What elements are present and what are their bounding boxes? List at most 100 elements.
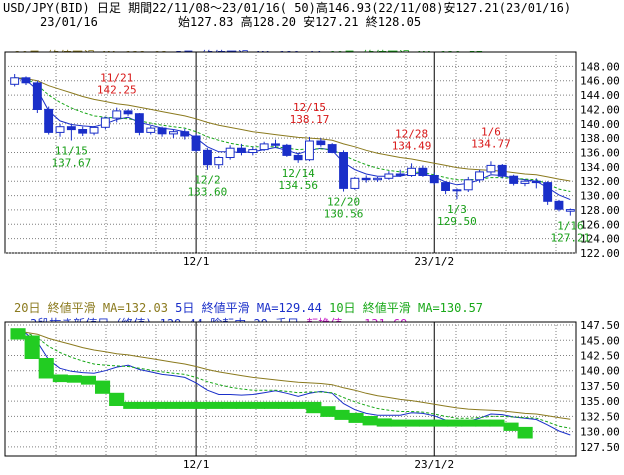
candle [565, 208, 575, 216]
header-title: USD/JPY(BID) 日足 期間22/11/08～23/01/16( 50)… [3, 1, 572, 15]
candle [134, 113, 144, 136]
candle-body [497, 164, 507, 177]
candle [180, 128, 190, 140]
pnf-block [334, 409, 350, 420]
top-y-tick-label: 144.00 [580, 89, 620, 102]
pnf-block [193, 401, 209, 409]
candle-body [475, 171, 485, 181]
pnf-block [264, 401, 280, 409]
annotation-value: 138.17 [290, 113, 330, 126]
pnf-block [109, 392, 125, 406]
legend-bottom-ma10: 10日 終値平滑 MA=130.57 [329, 301, 484, 315]
candle-body [191, 135, 201, 151]
bottom-plot-frame [4, 321, 577, 457]
candle-body [441, 182, 451, 192]
bottom-series-ma5 [14, 331, 571, 436]
candle-body [531, 180, 541, 184]
top-y-tick-label: 142.00 [580, 103, 620, 116]
candle [441, 181, 451, 195]
candle-body [407, 167, 417, 177]
candle [429, 172, 439, 185]
pnf-block [66, 375, 82, 383]
candle [305, 136, 314, 162]
bottom-y-tick-label: 137.50 [580, 380, 620, 393]
annotation-value: 129.50 [437, 215, 477, 228]
candle [259, 141, 269, 152]
candle [123, 109, 133, 116]
candle-body [203, 149, 212, 166]
bottom-x-tick-label: 23/1/2 [414, 458, 454, 471]
pnf-block [447, 419, 463, 427]
pnf-block [80, 375, 97, 385]
candle [282, 143, 292, 157]
candle-body [32, 82, 42, 111]
pnf-block [475, 419, 491, 427]
annotation-date: 12/15 [293, 101, 326, 114]
candle-body [55, 126, 65, 133]
annotation-date: 1/6 [481, 125, 501, 138]
candle-body [509, 175, 519, 184]
top-y-tick-label: 126.00 [580, 218, 620, 231]
bottom-y-tick-label: 127.50 [580, 441, 620, 454]
bottom-x-tick-label: 12/1 [183, 458, 210, 471]
candle [509, 174, 519, 186]
pnf-block [207, 401, 223, 409]
candle [214, 156, 224, 170]
pnf-block [348, 412, 364, 423]
candle [531, 178, 541, 189]
candle-body [395, 173, 405, 176]
candle [463, 176, 473, 192]
pnf-block [320, 406, 336, 417]
candle [418, 165, 428, 177]
candle [169, 129, 178, 139]
bottom-y-tick-label: 130.00 [580, 426, 620, 439]
candle [89, 125, 99, 136]
pnf-block [404, 419, 420, 427]
candle [157, 126, 167, 137]
pnf-block [292, 401, 308, 409]
candle [112, 107, 122, 123]
top-series-ma20 [14, 77, 571, 182]
pnf-block [221, 401, 237, 409]
candle-body [565, 209, 575, 212]
top-y-tick-label: 128.00 [580, 204, 620, 217]
candle [32, 80, 42, 114]
pnf-block [52, 374, 68, 383]
candle-body [123, 110, 133, 115]
candle [361, 175, 371, 183]
candle [316, 138, 326, 147]
top-y-tick-label: 122.00 [580, 247, 620, 260]
candle-body [237, 147, 246, 153]
bottom-y-tick-label: 142.50 [580, 350, 620, 363]
bottom-y-tick-label: 145.00 [580, 334, 620, 347]
candle-body [66, 126, 76, 131]
candle [100, 116, 110, 130]
candle [237, 143, 246, 156]
candle-body [554, 200, 564, 210]
pnf-block [362, 416, 378, 426]
candle [339, 150, 349, 192]
annotation-date: 12/20 [327, 196, 360, 209]
candle [486, 161, 496, 175]
candle [395, 169, 405, 177]
pnf-block [10, 328, 26, 340]
bottom-y-tick-label: 147.50 [580, 319, 620, 332]
candle-body [100, 117, 110, 128]
top-y-tick-label: 130.00 [580, 190, 620, 203]
annotation-date: 12/28 [395, 127, 428, 140]
legend-bottom-ma5: 5日 終値平滑 MA=129.44 [175, 301, 322, 315]
candle [520, 179, 530, 187]
candle [350, 176, 360, 190]
pnf-block [249, 401, 265, 409]
pnf-block [151, 401, 167, 409]
annotation-date: 1/3 [447, 203, 467, 216]
candle [497, 163, 507, 179]
candle [55, 123, 65, 137]
top-y-tick-label: 148.00 [580, 60, 620, 73]
annotation-date: 1/16 [557, 220, 584, 233]
bottom-series-ma10 [14, 331, 571, 429]
annotation-date: 12/2 [194, 174, 221, 187]
candle [191, 133, 201, 153]
top-x-tick-label: 12/1 [183, 255, 210, 268]
